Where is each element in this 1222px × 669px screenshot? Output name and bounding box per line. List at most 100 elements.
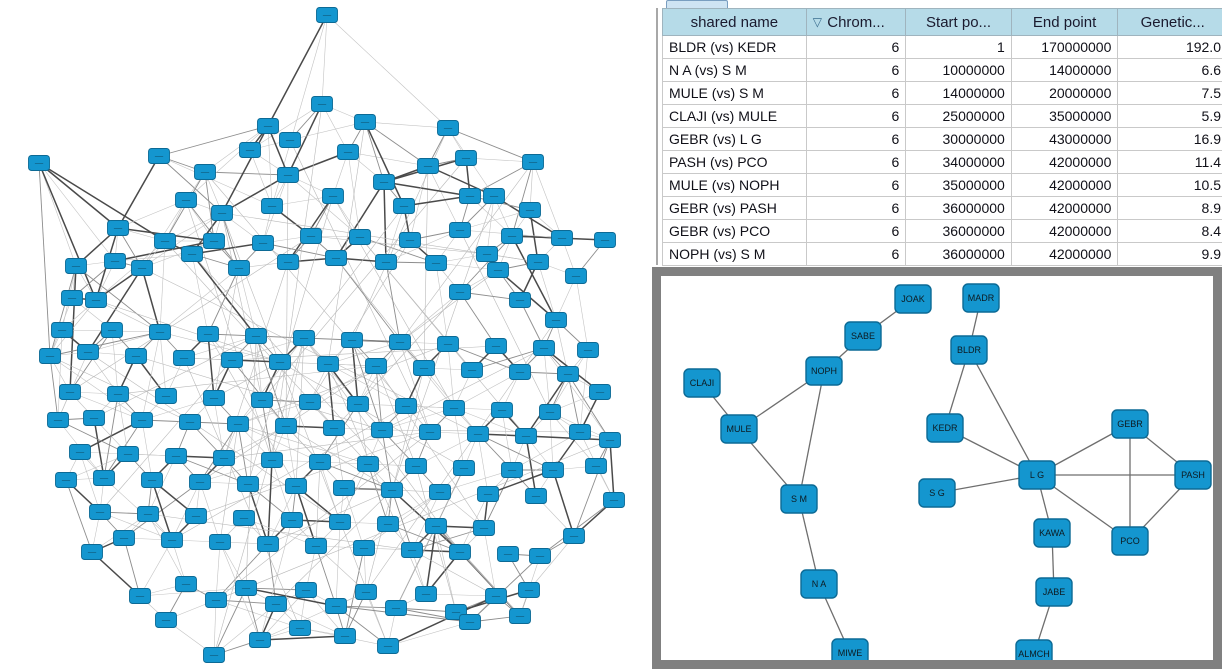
main-network-node-shape[interactable]: [377, 516, 399, 532]
main-network-node[interactable]: ——: [228, 260, 250, 276]
main-network-node-shape[interactable]: [299, 394, 321, 410]
main-network-edge[interactable]: [395, 467, 465, 609]
cell-genetic[interactable]: 10.5: [1117, 173, 1222, 197]
main-network-edge[interactable]: [267, 125, 273, 207]
main-network-edge[interactable]: [191, 242, 264, 255]
main-network-edge[interactable]: [335, 257, 425, 369]
main-network-node[interactable]: ——: [309, 454, 331, 470]
main-network-edge[interactable]: [93, 417, 105, 479]
subnetwork-node-shape[interactable]: [831, 638, 869, 660]
subnetwork-node[interactable]: ALMCH: [1015, 639, 1053, 660]
main-network-node[interactable]: ——: [161, 532, 183, 548]
main-network-node[interactable]: ——: [405, 458, 427, 474]
main-network-node[interactable]: ——: [113, 530, 135, 546]
main-network-node-shape[interactable]: [325, 250, 347, 266]
main-network-node-shape[interactable]: [237, 476, 259, 492]
main-network-node-shape[interactable]: [101, 322, 123, 338]
main-network-node[interactable]: ——: [487, 262, 509, 278]
main-network-node-shape[interactable]: [413, 360, 435, 376]
main-network-node[interactable]: ——: [542, 462, 564, 478]
main-network-node-shape[interactable]: [522, 154, 544, 170]
main-network-node[interactable]: ——: [415, 586, 437, 602]
subnetwork-node[interactable]: S M: [780, 484, 818, 514]
subnetwork-node[interactable]: MADR: [962, 283, 1000, 313]
main-network-node-shape[interactable]: [228, 260, 250, 276]
main-network-node[interactable]: ——: [252, 235, 274, 251]
main-network-node-shape[interactable]: [275, 418, 297, 434]
main-network-node[interactable]: ——: [281, 512, 303, 528]
main-network-edge[interactable]: [477, 433, 554, 471]
main-network-node[interactable]: ——: [51, 322, 73, 338]
main-network-node[interactable]: ——: [399, 232, 421, 248]
subnetwork-node-shape[interactable]: [1033, 518, 1071, 548]
cell-genetic[interactable]: 8.4: [1117, 219, 1222, 243]
main-network-edge[interactable]: [326, 14, 449, 129]
main-network-node[interactable]: ——: [227, 416, 249, 432]
subnetwork-node[interactable]: PCO: [1111, 526, 1149, 556]
main-network-edge[interactable]: [383, 181, 471, 197]
cell-chromosome[interactable]: 6: [805, 104, 907, 128]
main-network-edge[interactable]: [75, 265, 161, 333]
main-network-node-shape[interactable]: [179, 414, 201, 430]
subnetwork-panel[interactable]: JOAK SABE NOPH CLAJI MULE S M N A MIWE MADR BLDR K…: [652, 267, 1222, 669]
main-network-node[interactable]: ——: [325, 598, 347, 614]
main-network-edge[interactable]: [344, 547, 365, 637]
table-scroll-area[interactable]: shared name ▽ Chrom... Start po... End p…: [656, 8, 1222, 266]
main-network-node[interactable]: ——: [149, 324, 171, 340]
subnetwork-node-shape[interactable]: [1111, 526, 1149, 556]
main-network-edge[interactable]: [271, 103, 323, 461]
main-network-node[interactable]: ——: [545, 312, 567, 328]
main-network-edge[interactable]: [259, 519, 293, 641]
main-network-edge[interactable]: [158, 155, 223, 214]
main-network-node[interactable]: ——: [459, 188, 481, 204]
main-network-edge[interactable]: [511, 235, 557, 321]
main-network-node[interactable]: ——: [325, 250, 347, 266]
main-network-node[interactable]: ——: [329, 514, 351, 530]
main-network-node[interactable]: ——: [235, 580, 257, 596]
cell-start_point[interactable]: 36000000: [905, 242, 1012, 266]
main-network-node[interactable]: ——: [401, 542, 423, 558]
table-row[interactable]: MULE (vs) S M 6 14000000 20000000 7.5: [662, 81, 1222, 105]
cell-chromosome[interactable]: 6: [805, 127, 907, 151]
main-network-node[interactable]: ——: [449, 284, 471, 300]
main-network-node-shape[interactable]: [349, 229, 371, 245]
main-network-node[interactable]: ——: [61, 290, 83, 306]
main-network-node-shape[interactable]: [311, 96, 333, 112]
main-network-node-shape[interactable]: [395, 398, 417, 414]
main-network-node[interactable]: ——: [565, 268, 587, 284]
cell-end_point[interactable]: 20000000: [1010, 81, 1119, 105]
main-network-node[interactable]: ——: [257, 118, 279, 134]
main-network-node-shape[interactable]: [429, 484, 451, 500]
main-network-edge[interactable]: [158, 155, 273, 207]
main-network-node[interactable]: ——: [189, 474, 211, 490]
main-network-node-shape[interactable]: [149, 324, 171, 340]
cell-genetic[interactable]: 192.0: [1117, 35, 1222, 59]
main-network-node-shape[interactable]: [539, 404, 561, 420]
main-network-node[interactable]: ——: [185, 508, 207, 524]
main-network-node[interactable]: ——: [357, 456, 379, 472]
main-network-edge[interactable]: [215, 543, 269, 601]
main-network-edge[interactable]: [335, 181, 385, 259]
main-network-node-shape[interactable]: [261, 198, 283, 214]
main-network-edge[interactable]: [387, 595, 497, 647]
subnetwork-node[interactable]: BLDR: [950, 335, 988, 365]
main-network-node[interactable]: ——: [563, 528, 585, 544]
cell-chromosome[interactable]: 6: [805, 81, 907, 105]
main-network-node-shape[interactable]: [245, 328, 267, 344]
main-network-edge[interactable]: [57, 419, 129, 455]
subnetwork-canvas-wrap[interactable]: JOAK SABE NOPH CLAJI MULE S M N A MIWE MADR BLDR K…: [661, 276, 1213, 660]
main-network-node-shape[interactable]: [449, 544, 471, 560]
main-network-node-shape[interactable]: [154, 233, 176, 249]
main-network-node-shape[interactable]: [252, 235, 274, 251]
main-network-node-shape[interactable]: [203, 390, 225, 406]
subnetwork-edge[interactable]: [798, 370, 825, 500]
main-network-edge[interactable]: [321, 103, 349, 153]
main-network-node-shape[interactable]: [437, 120, 459, 136]
cell-shared_name[interactable]: GEBR (vs) PASH: [662, 196, 807, 220]
main-network-node-shape[interactable]: [485, 338, 507, 354]
main-network-node[interactable]: ——: [413, 360, 435, 376]
main-network-edge[interactable]: [539, 499, 615, 557]
main-network-node-shape[interactable]: [443, 400, 465, 416]
main-network-node-shape[interactable]: [249, 632, 271, 648]
main-network-node-shape[interactable]: [491, 402, 513, 418]
